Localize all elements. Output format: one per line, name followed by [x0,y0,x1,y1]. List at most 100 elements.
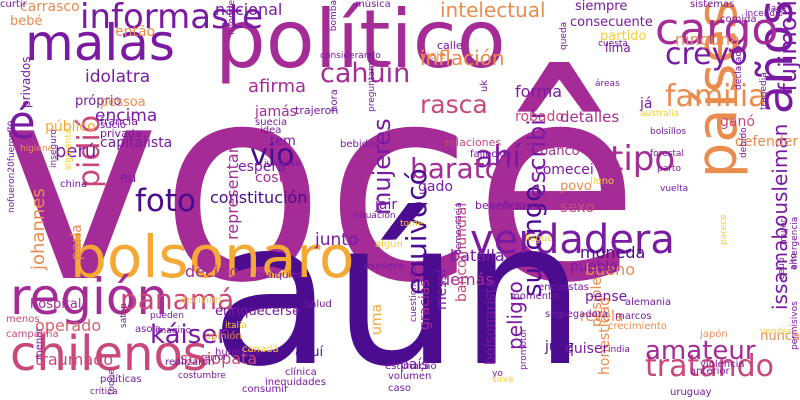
cloud-word: estimação [385,361,437,372]
cloud-word: italia [225,321,248,331]
cloud-word: juez [545,339,574,355]
cloud-word: amateur [645,336,756,366]
cloud-word: inflación [420,46,505,70]
cloud-word: vuelta [660,184,689,194]
cloud-word: tome [400,219,424,229]
cloud-word: asevera [364,261,404,272]
cloud-word: malas [25,14,175,72]
cloud-word: uruguay [670,387,712,398]
cloud-word: hora [329,89,340,112]
cloud-word: marcos [615,311,652,322]
cloud-word: banco [540,144,580,159]
cloud-word: sistemas [690,0,735,10]
cloud-word: parece [719,214,729,245]
cloud-word: é [8,96,36,149]
cloud-word: costa [255,170,293,186]
cloud-word: batalla [450,246,505,265]
cloud-word: afirma [248,76,307,97]
cloud-word: pense [585,289,628,305]
cloud-word: crecimiento [608,321,667,332]
cloud-word: cualquier [255,270,302,281]
cloud-word: siempre [575,0,628,14]
cloud-word: situación [355,211,396,221]
cloud-word: aún [210,178,587,400]
cloud-word: verdadera [470,217,675,263]
cloud-word: crítica [90,387,118,397]
cloud-word: uma [369,303,385,335]
cloud-word: parto [657,164,681,174]
cloud-word: salud [305,299,332,310]
cloud-word: cuesta [598,39,628,49]
cloud-word: alemania [625,297,672,308]
cloud-word: áreas [595,79,620,89]
cloud-word: bebidas [340,139,380,150]
cloud-word: forestal [650,149,684,159]
cloud-word: comecei [535,162,594,178]
cloud-word: queda [559,21,569,50]
cloud-word: pueblo [570,259,618,275]
cloud-word: nofueron20fueron70 [7,120,17,213]
cloud-word: caso [388,383,411,394]
cloud-word: messi [434,269,450,310]
cloud-word: privada [100,127,142,140]
cloud-word: viaje [420,49,447,62]
cloud-word: jamás [255,104,297,120]
cloud-word: decirlo [185,262,240,281]
cloud-word: cahuin [320,58,411,89]
cloud-word: consumir [242,384,289,395]
cloud-word: momento [510,291,559,302]
cloud-word: tratando [645,349,775,384]
cloud-word: revela [580,309,624,325]
cloud-word: espera [238,159,286,175]
cloud-word: issamabousleiman [768,123,792,310]
cloud-word: encuestas [538,282,589,293]
cloud-word: democracia [454,202,464,255]
cloud-word: mujer [779,218,789,245]
cloud-word: campanha [6,329,59,340]
cloud-word: considerando [320,51,381,61]
cloud-word: decision [180,295,222,306]
cloud-word: promotor [519,328,529,370]
cloud-word: japón [700,329,728,340]
cloud-word: calle [437,39,463,52]
cloud-word: beneficio [475,199,526,212]
cloud-word: fallecido [470,149,513,160]
cloud-word: higiene [20,144,54,154]
cloud-word: tem [270,134,296,149]
cloud-word: india [608,345,630,355]
cloud-word: francia [100,115,138,128]
cloud-word: humildes [215,347,261,358]
cloud-word: segregadora [545,309,608,320]
cloud-word: sirve [492,375,514,385]
cloud-word: nunca [760,329,800,344]
cloud-word: então [115,24,156,40]
cloud-word: emergencia [790,216,800,270]
cloud-word: rasca [420,90,488,119]
cloud-word: detalles [560,108,620,126]
cloud-word: tragedia [759,72,769,110]
cloud-word: povo [560,179,592,194]
cloud-word: jair [375,197,398,213]
cloud-word: comida [720,14,757,25]
cloud-word: idea [260,125,282,136]
cloud-word: volumen [388,371,432,382]
cloud-word: debido [739,127,749,158]
cloud-word: pessoa [100,95,146,110]
cloud-word: bebé [10,14,43,29]
cloud-word: demás [440,270,494,289]
cloud-word: carrasco [20,0,80,15]
cloud-word: anterior [690,366,730,377]
cloud-word: relaciones [445,136,502,149]
cloud-word: error [205,353,227,363]
cloud-word: violencia [700,359,745,370]
cloud-word: informe [227,0,237,35]
cloud-word: inequidades [265,377,326,388]
cloud-word: operado [35,316,102,335]
cloud-word: familia [665,79,767,114]
cloud-word: gado [418,179,453,195]
cloud-word: privados [19,56,33,108]
cloud-word: bolsillos [650,127,687,137]
cloud-word: políticas [100,374,142,385]
cloud-word: país [400,357,429,373]
